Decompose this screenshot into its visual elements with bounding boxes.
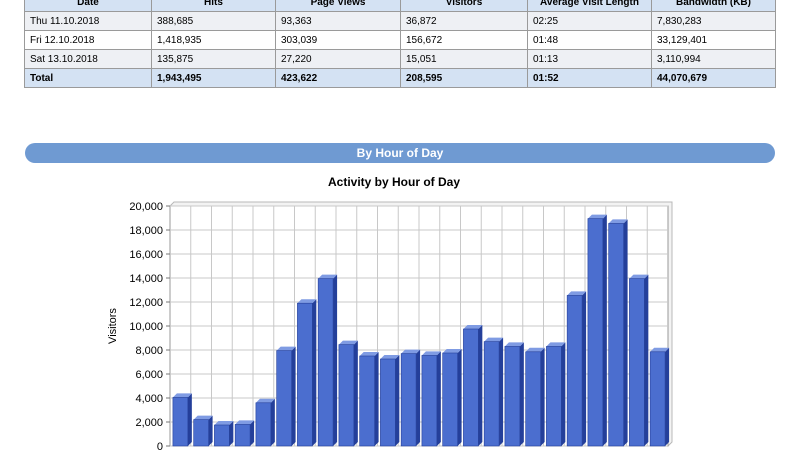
cell-visitors: 36,872 <box>400 11 528 31</box>
total-hits: 1,943,495 <box>151 68 276 88</box>
bar-hour-10 <box>380 355 400 447</box>
y-tick-label: 12,000 <box>129 297 163 309</box>
bar-hour-23 <box>649 347 670 447</box>
y-tick-label: 20,000 <box>129 201 163 213</box>
total-bandwidth: 44,070,679 <box>651 68 776 88</box>
bar-hour-15 <box>483 337 504 447</box>
bar-hour-11 <box>400 349 421 447</box>
cell-page-views: 93,363 <box>275 11 401 31</box>
bar-hour-1 <box>193 415 213 447</box>
bar-hour-5 <box>276 346 296 447</box>
bar-hour-20 <box>587 214 607 447</box>
cell-bandwidth: 33,129,401 <box>651 30 776 50</box>
bar-hour-22 <box>629 274 649 447</box>
bar-hour-16 <box>504 342 524 447</box>
total-page-views: 423,622 <box>275 68 401 88</box>
y-tick-label: 14,000 <box>129 273 163 285</box>
bar-hour-4 <box>255 398 275 447</box>
bar-hour-7 <box>317 274 338 447</box>
bar-hour-8 <box>338 340 358 447</box>
table-row: Fri 12.10.2018 1,418,935 303,039 156,672… <box>24 30 776 50</box>
bar-hour-18 <box>546 342 566 447</box>
total-visitors: 208,595 <box>400 68 528 88</box>
cell-date: Fri 12.10.2018 <box>24 30 152 50</box>
cell-date: Thu 11.10.2018 <box>24 11 152 31</box>
y-axis-label: Visitors <box>107 308 119 344</box>
cell-date: Sat 13.10.2018 <box>24 49 152 69</box>
cell-visitors: 15,051 <box>400 49 528 69</box>
daily-summary-table: Date Hits Page Views Visitors Average Vi… <box>24 0 776 88</box>
table-row: Sat 13.10.2018 135,875 27,220 15,051 01:… <box>24 49 776 69</box>
total-avg-visit-length: 01:52 <box>527 68 652 88</box>
bar-hour-3 <box>234 420 255 447</box>
bar-hour-12 <box>421 351 441 447</box>
cell-page-views: 27,220 <box>275 49 401 69</box>
y-tick-label: 0 <box>157 441 163 450</box>
cell-visitors: 156,672 <box>400 30 528 50</box>
y-tick-label: 16,000 <box>129 249 163 261</box>
bar-hour-14 <box>463 325 483 447</box>
cell-avg-visit-length: 01:13 <box>527 49 652 69</box>
table-total-row: Total 1,943,495 423,622 208,595 01:52 44… <box>24 68 776 88</box>
bar-hour-13 <box>442 349 462 447</box>
y-tick-label: 8,000 <box>135 345 163 357</box>
cell-bandwidth: 3,110,994 <box>651 49 776 69</box>
bar-hour-6 <box>297 299 317 447</box>
chart-title: Activity by Hour of Day <box>327 175 461 189</box>
bar-hour-9 <box>359 352 379 447</box>
cell-hits: 1,418,935 <box>151 30 276 50</box>
table-row: Thu 11.10.2018 388,685 93,363 36,872 02:… <box>24 11 776 31</box>
bar-hour-2 <box>214 421 234 447</box>
cell-avg-visit-length: 02:25 <box>527 11 652 31</box>
section-header-by-hour: By Hour of Day <box>25 143 775 163</box>
bar-hour-17 <box>525 347 545 447</box>
cell-page-views: 303,039 <box>275 30 401 50</box>
total-label: Total <box>24 68 152 88</box>
bar-hour-21 <box>608 219 628 447</box>
y-tick-label: 10,000 <box>129 321 163 333</box>
cell-hits: 388,685 <box>151 11 276 31</box>
y-tick-label: 6,000 <box>135 369 163 381</box>
y-tick-label: 2,000 <box>135 417 163 429</box>
bar-hour-0 <box>172 393 192 447</box>
bar-hour-19 <box>566 291 587 447</box>
y-tick-label: 18,000 <box>129 225 163 237</box>
y-tick-label: 4,000 <box>135 393 163 405</box>
